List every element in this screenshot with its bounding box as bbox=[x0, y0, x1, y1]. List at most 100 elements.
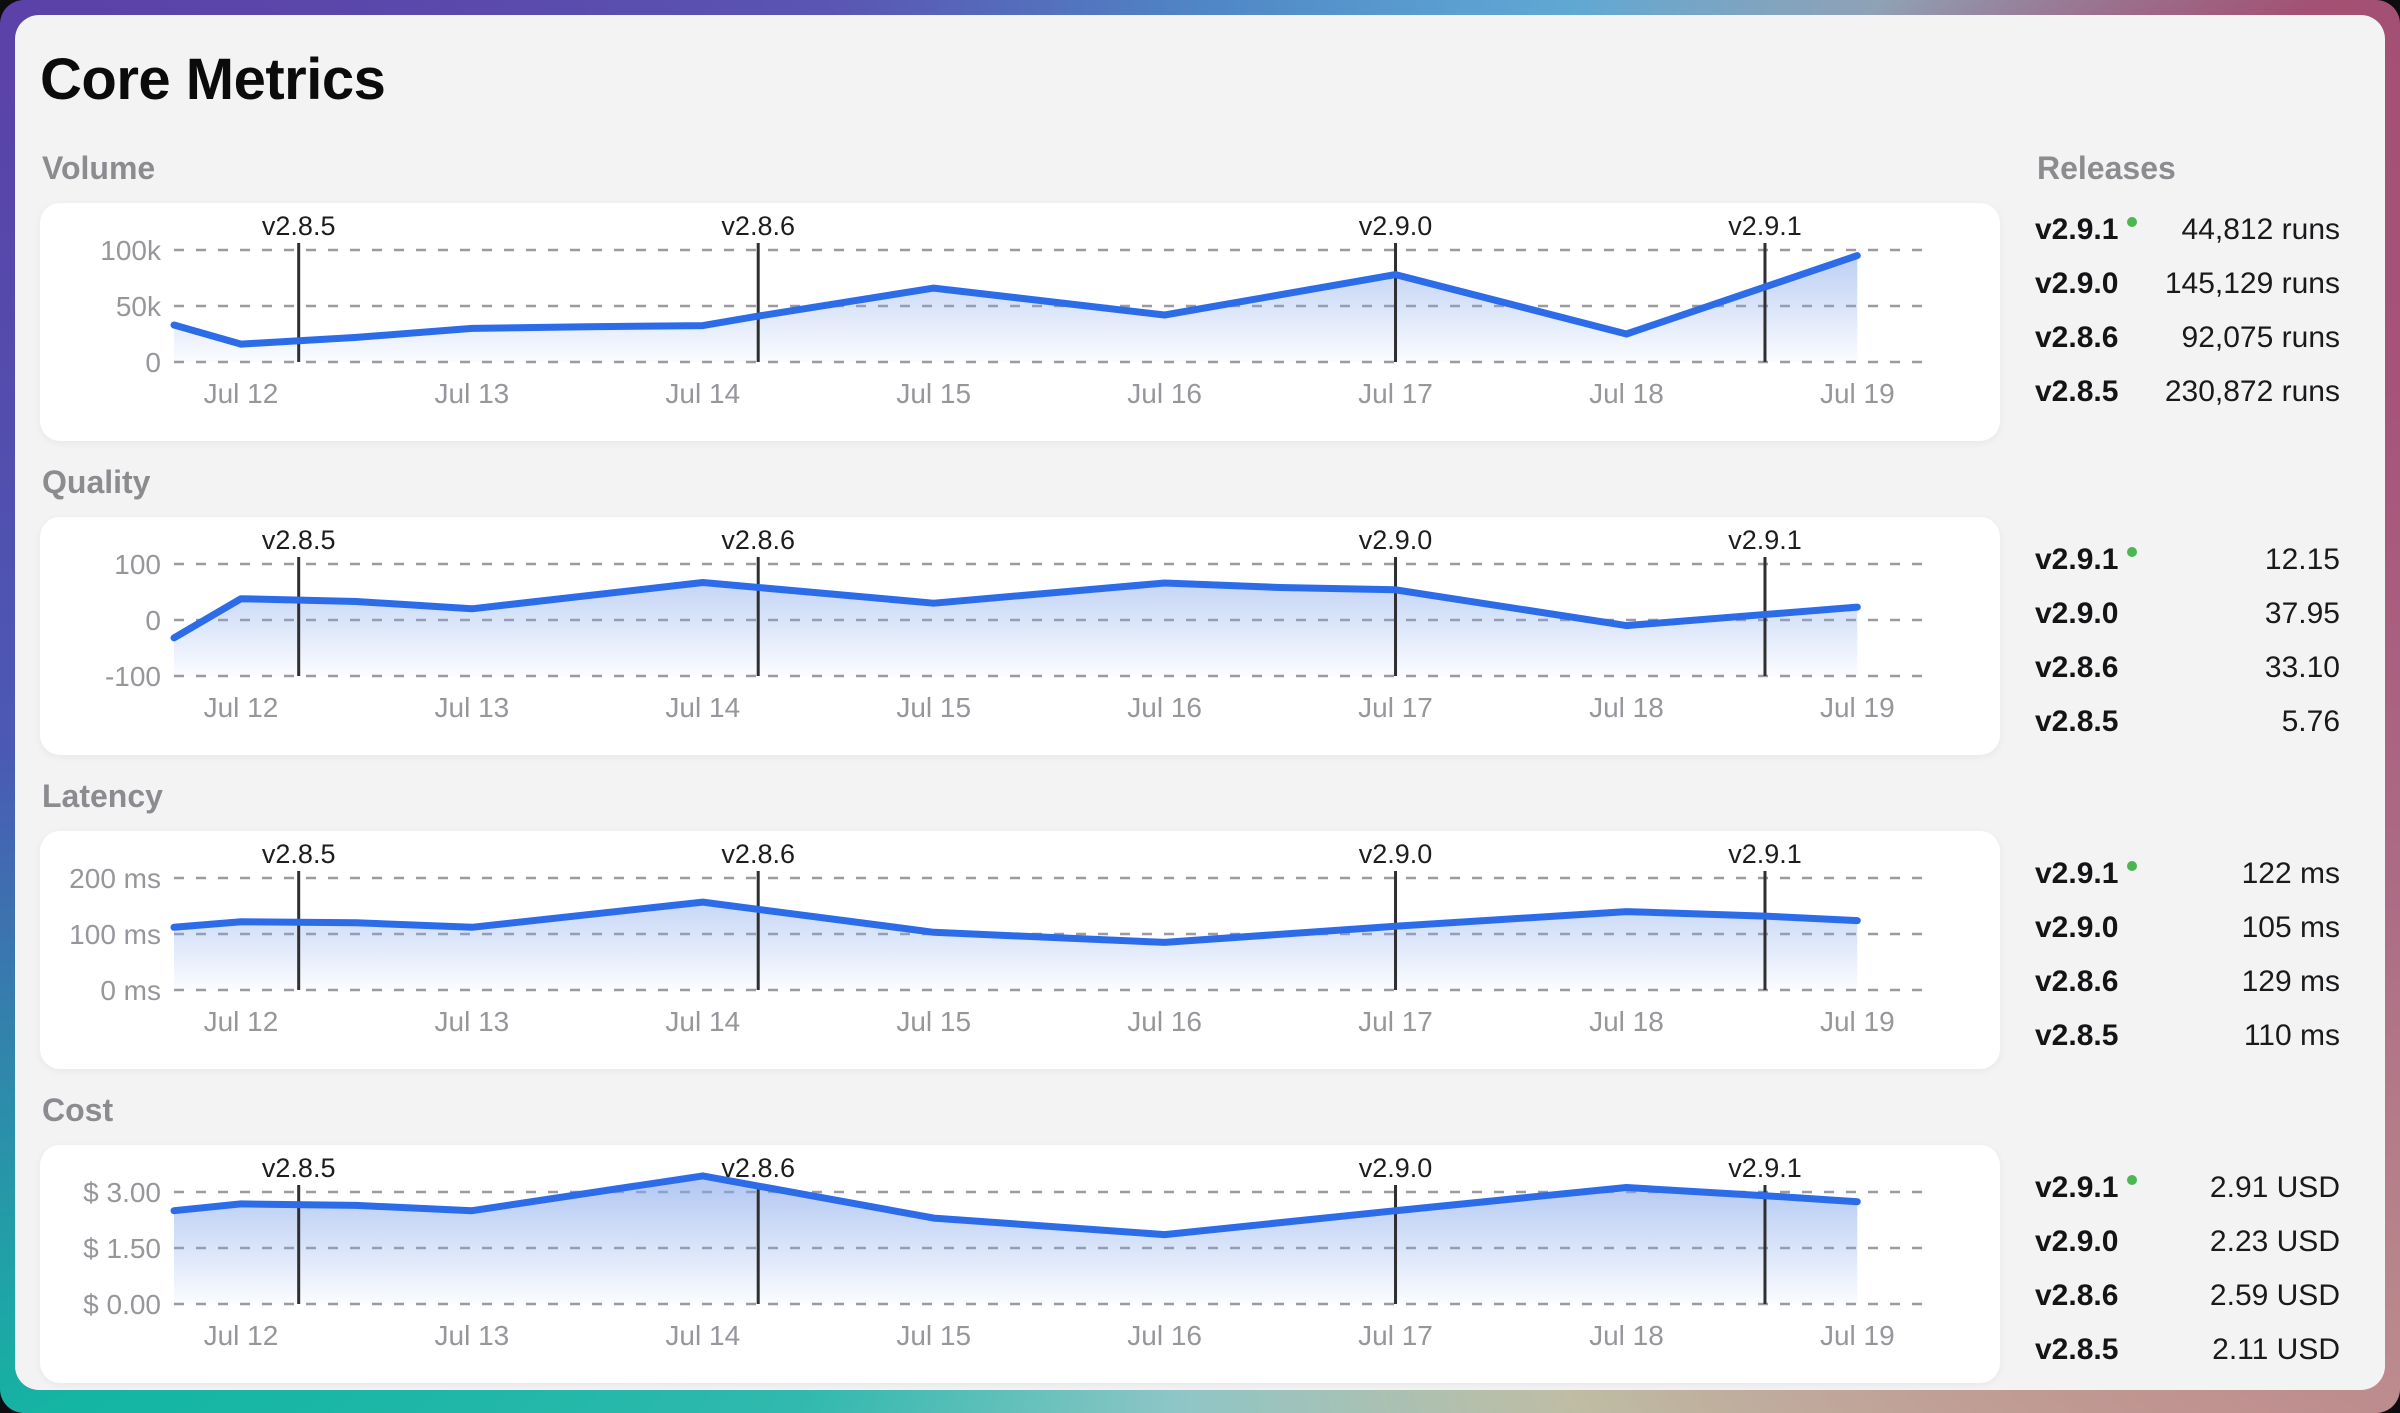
release-value: 2.91 USD bbox=[2209, 1171, 2340, 1204]
x-axis-tick: Jul 18 bbox=[1589, 1320, 1664, 1351]
releases-heading: Releases bbox=[2037, 150, 2176, 186]
release-value: 129 ms bbox=[2241, 965, 2340, 998]
y-axis-tick: $ 3.00 bbox=[83, 1177, 161, 1208]
x-axis-tick: Jul 18 bbox=[1589, 692, 1664, 723]
release-value: 230,872 runs bbox=[2164, 375, 2340, 408]
x-axis-tick: Jul 12 bbox=[204, 378, 279, 409]
page-title: Core Metrics bbox=[40, 47, 386, 112]
release-row: v2.8.6 33.10 bbox=[2035, 641, 2340, 695]
chart-panel: 100k 50k 0 Jul 12 Jul 13 Jul 14 Jul 15 Jul 16 Ju… bbox=[40, 203, 2000, 441]
release-marker-label: v2.9.1 bbox=[1728, 839, 1802, 869]
y-axis-tick: 100 ms bbox=[69, 919, 161, 950]
release-value: 2.59 USD bbox=[2209, 1279, 2340, 1312]
release-version: v2.9.1 bbox=[2035, 857, 2138, 891]
release-marker-label: v2.9.0 bbox=[1359, 839, 1433, 869]
chart-panel: $ 3.00 $ 1.50 $ 0.00 Jul 12 Jul 13 Jul 14 Jul … bbox=[40, 1145, 2000, 1383]
release-rows: v2.9.1 12.15 v2.9.0 37.95 v2.8.6 33.10 v2.8.5 5… bbox=[2035, 533, 2340, 749]
x-axis-tick: Jul 19 bbox=[1820, 692, 1895, 723]
release-marker-label: v2.9.0 bbox=[1359, 211, 1433, 241]
x-axis-tick: Jul 16 bbox=[1127, 1006, 1202, 1037]
x-axis-tick: Jul 18 bbox=[1589, 378, 1664, 409]
y-axis-tick: 0 bbox=[145, 347, 161, 378]
latest-release-dot-icon bbox=[2127, 1175, 2138, 1185]
release-version: v2.9.0 bbox=[2035, 267, 2119, 300]
release-version: v2.8.6 bbox=[2035, 321, 2119, 354]
release-value: 44,812 runs bbox=[2181, 213, 2340, 246]
release-version: v2.8.5 bbox=[2035, 375, 2119, 408]
release-version: v2.8.6 bbox=[2035, 1279, 2119, 1312]
release-row: v2.9.1 2.91 USD bbox=[2035, 1161, 2340, 1215]
release-value: 2.23 USD bbox=[2209, 1225, 2340, 1258]
x-axis-tick: Jul 17 bbox=[1358, 378, 1433, 409]
release-row: v2.8.6 2.59 USD bbox=[2035, 1269, 2340, 1323]
metric-line bbox=[170, 252, 1861, 348]
metric-section-cost: Cost $ 3.00 $ 1.50 $ 0.00 Jul 12 Jul 13 Jul 14… bbox=[40, 1093, 2340, 1383]
x-axis-tick: Jul 16 bbox=[1127, 1320, 1202, 1351]
release-marker-label: v2.9.1 bbox=[1728, 211, 1802, 241]
metric-section-quality: Quality 100 0 -100 Jul 12 Jul 13 Jul 14 Jul 15 J… bbox=[40, 465, 2340, 755]
release-marker-label: v2.9.1 bbox=[1728, 525, 1802, 555]
y-axis-tick: $ 0.00 bbox=[83, 1289, 161, 1320]
release-row: v2.9.1 12.15 bbox=[2035, 533, 2340, 587]
release-version: v2.9.1 bbox=[2035, 543, 2138, 577]
x-axis-tick: Jul 14 bbox=[665, 692, 740, 723]
x-axis-tick: Jul 13 bbox=[435, 692, 510, 723]
chart-column: Volume 100k 50k 0 Jul 12 Jul 13 Jul 14 Jul 15 Ju… bbox=[40, 151, 2000, 441]
dashboard-card: Core Metrics Volume 100k 50k 0 Jul 12 Jul 13 J… bbox=[15, 15, 2385, 1390]
release-rows: v2.9.1 122 ms v2.9.0 105 ms v2.8.6 129 ms v2.8… bbox=[2035, 847, 2340, 1063]
release-rows: v2.9.1 44,812 runs v2.9.0 145,129 runs v2.8.… bbox=[2035, 203, 2340, 419]
x-axis-tick: Jul 13 bbox=[435, 1006, 510, 1037]
release-row: v2.9.1 44,812 runs bbox=[2035, 203, 2340, 257]
release-row: v2.8.6 92,075 runs bbox=[2035, 311, 2340, 365]
section-label: Quality bbox=[42, 464, 151, 500]
latest-release-dot-icon bbox=[2127, 217, 2138, 227]
x-axis-tick: Jul 14 bbox=[665, 1006, 740, 1037]
release-row: v2.9.0 105 ms bbox=[2035, 901, 2340, 955]
y-axis-tick: 100 bbox=[114, 549, 161, 580]
x-axis-tick: Jul 19 bbox=[1820, 378, 1895, 409]
x-axis-tick: Jul 12 bbox=[204, 1006, 279, 1037]
chart-panel: 200 ms 100 ms 0 ms Jul 12 Jul 13 Jul 14 Jul 15… bbox=[40, 831, 2000, 1069]
latest-release-dot-icon bbox=[2127, 547, 2138, 557]
release-marker-label: v2.9.0 bbox=[1359, 525, 1433, 555]
latest-release-dot-icon bbox=[2127, 861, 2138, 871]
release-row: v2.8.5 110 ms bbox=[2035, 1009, 2340, 1063]
release-value: 122 ms bbox=[2241, 857, 2340, 890]
releases-column: v2.9.1 2.91 USD v2.9.0 2.23 USD v2.8.6 2.59 U… bbox=[2000, 1093, 2340, 1383]
release-marker-label: v2.8.5 bbox=[262, 1153, 336, 1183]
x-axis-tick: Jul 13 bbox=[435, 378, 510, 409]
release-row: v2.8.5 230,872 runs bbox=[2035, 365, 2340, 419]
x-axis-tick: Jul 19 bbox=[1820, 1320, 1895, 1351]
release-value: 5.76 bbox=[2281, 705, 2340, 738]
releases-column: Releases v2.9.1 44,812 runs v2.9.0 145,129 r… bbox=[2000, 151, 2340, 441]
section-label: Cost bbox=[42, 1092, 114, 1128]
release-row: v2.9.1 122 ms bbox=[2035, 847, 2340, 901]
release-rows: v2.9.1 2.91 USD v2.9.0 2.23 USD v2.8.6 2.59 U… bbox=[2035, 1161, 2340, 1377]
release-row: v2.9.0 37.95 bbox=[2035, 587, 2340, 641]
release-value: 92,075 runs bbox=[2181, 321, 2340, 354]
x-axis-tick: Jul 13 bbox=[435, 1320, 510, 1351]
releases-column: v2.9.1 12.15 v2.9.0 37.95 v2.8.6 33.10 v2.8.5 5… bbox=[2000, 465, 2340, 755]
release-version: v2.8.5 bbox=[2035, 705, 2119, 738]
chart-column: Quality 100 0 -100 Jul 12 Jul 13 Jul 14 Jul 15 J… bbox=[40, 465, 2000, 755]
x-axis-tick: Jul 15 bbox=[896, 1006, 971, 1037]
section-label: Volume bbox=[42, 150, 156, 186]
x-axis-tick: Jul 16 bbox=[1127, 378, 1202, 409]
release-row: v2.9.0 2.23 USD bbox=[2035, 1215, 2340, 1269]
x-axis-tick: Jul 12 bbox=[204, 1320, 279, 1351]
release-version: v2.9.0 bbox=[2035, 1225, 2119, 1258]
release-row: v2.8.6 129 ms bbox=[2035, 955, 2340, 1009]
release-marker-label: v2.9.1 bbox=[1728, 1153, 1802, 1183]
area-fill bbox=[174, 255, 1858, 362]
chart-column: Cost $ 3.00 $ 1.50 $ 0.00 Jul 12 Jul 13 Jul 14… bbox=[40, 1093, 2000, 1383]
y-axis-tick: -100 bbox=[105, 661, 161, 692]
x-axis-tick: Jul 12 bbox=[204, 692, 279, 723]
x-axis-tick: Jul 17 bbox=[1358, 1320, 1433, 1351]
release-version: v2.8.6 bbox=[2035, 965, 2119, 998]
x-axis-tick: Jul 16 bbox=[1127, 692, 1202, 723]
release-value: 145,129 runs bbox=[2164, 267, 2340, 300]
section-label: Latency bbox=[42, 778, 163, 814]
metric-line bbox=[170, 579, 1861, 642]
release-marker-label: v2.8.6 bbox=[721, 211, 795, 241]
